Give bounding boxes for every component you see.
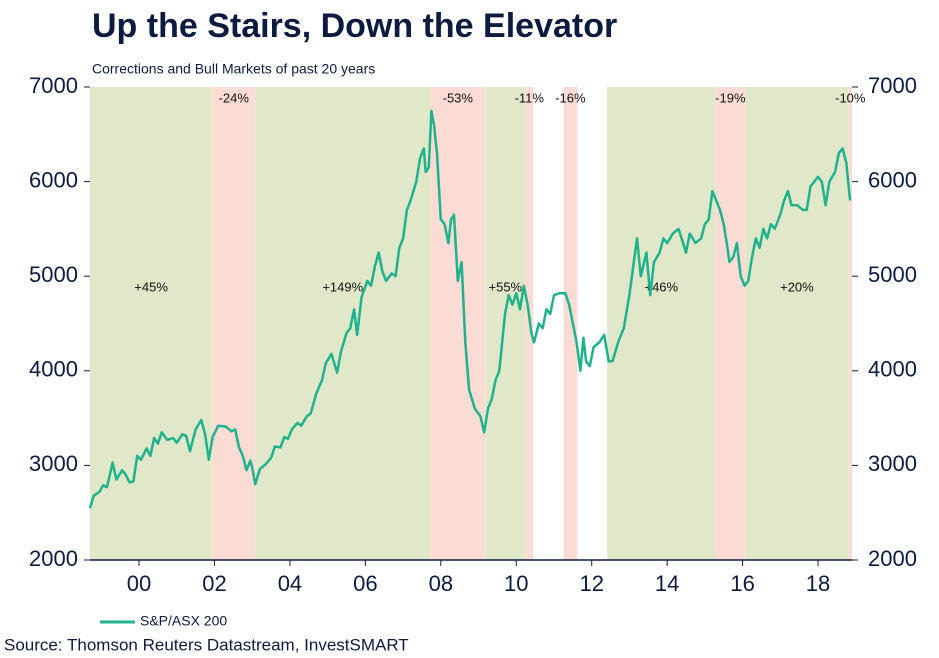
y2-tick-label: 4000 — [868, 357, 917, 382]
band-label: -10% — [835, 90, 866, 105]
y2-tick-label: 3000 — [868, 451, 917, 476]
band — [90, 87, 213, 560]
x-tick-label: 06 — [353, 571, 377, 596]
band — [485, 87, 526, 560]
band — [563, 87, 578, 560]
x-tick-label: 08 — [429, 571, 453, 596]
band — [745, 87, 849, 560]
x-tick-label: 12 — [579, 571, 603, 596]
band-label: -24% — [219, 90, 250, 105]
band-label: +45% — [134, 279, 168, 294]
band — [430, 87, 486, 560]
legend-label: S&P/ASX 200 — [140, 613, 227, 629]
y-tick-label: 6000 — [29, 167, 78, 192]
band — [715, 87, 746, 560]
x-tick-label: 14 — [655, 571, 679, 596]
y-tick-label: 4000 — [29, 357, 78, 382]
band — [255, 87, 431, 560]
band-label: +46% — [644, 279, 678, 294]
band-label: -11% — [515, 90, 545, 105]
y-tick-label: 3000 — [29, 451, 78, 476]
x-tick-label: 18 — [806, 571, 830, 596]
band-label: -19% — [715, 90, 746, 105]
band-label: -53% — [443, 90, 474, 105]
x-tick-label: 00 — [127, 571, 151, 596]
band — [848, 87, 852, 560]
y-tick-label: 7000 — [29, 73, 78, 98]
x-tick-label: 10 — [504, 571, 528, 596]
y2-tick-label: 5000 — [868, 262, 917, 287]
y2-tick-label: 2000 — [868, 546, 917, 571]
band-label: +149% — [322, 279, 363, 294]
bands: +45% -24% +149% -53% +55% -11% -16% +46% -19% +20… — [90, 87, 866, 560]
chart-title: Up the Stairs, Down the Elevator — [92, 7, 617, 45]
source: Source: Thomson Reuters Datastream, Inve… — [4, 635, 409, 654]
band — [212, 87, 256, 560]
y2-tick-label: 7000 — [868, 73, 917, 98]
band-label: +55% — [489, 279, 523, 294]
x-tick-label: 16 — [730, 571, 754, 596]
x-tick-label: 04 — [278, 571, 302, 596]
band-label: +20% — [780, 279, 814, 294]
y-tick-label: 5000 — [29, 262, 78, 287]
x-tick-label: 02 — [202, 571, 226, 596]
y-tick-label: 2000 — [29, 546, 78, 571]
plot — [88, 109, 852, 509]
series-line — [88, 109, 852, 509]
band-label: -16% — [555, 90, 586, 105]
y2-tick-label: 6000 — [868, 167, 917, 192]
chart-subtitle: Corrections and Bull Markets of past 20 … — [92, 61, 375, 77]
